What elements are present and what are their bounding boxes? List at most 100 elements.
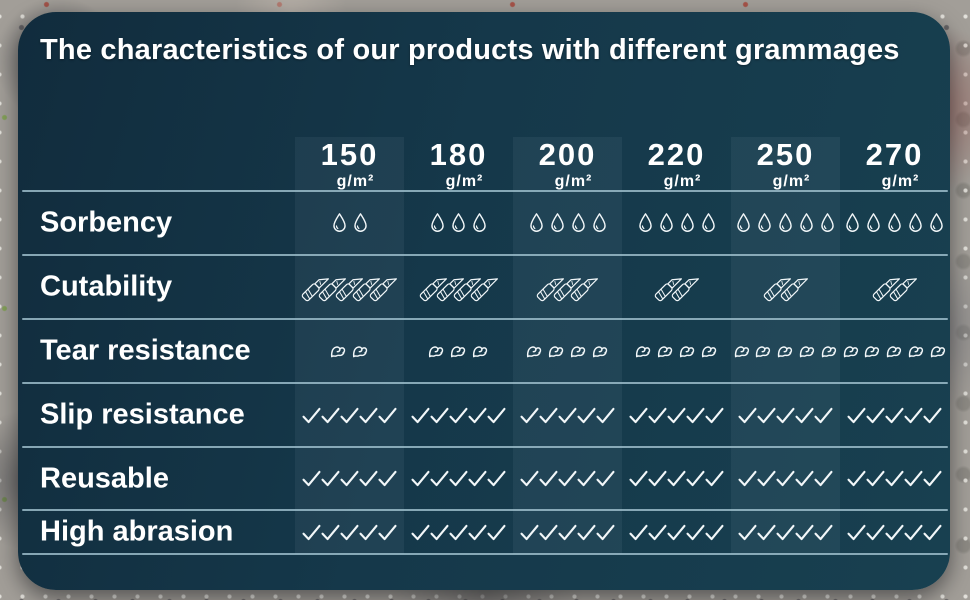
rating-cell [404, 255, 513, 319]
flexed-arm-icon [775, 342, 796, 361]
column-header-200: 200 g/m² [513, 137, 622, 191]
water-drop-icon [449, 211, 468, 235]
rating-cell [404, 510, 513, 554]
checkmark-icon [538, 523, 559, 542]
rating-cell [622, 510, 731, 554]
rating-cells [295, 383, 949, 447]
checkmark-icon [704, 523, 725, 542]
characteristic-row: Slip resistance [22, 383, 948, 447]
checkmark-icon [576, 523, 597, 542]
checkmark-icon [576, 406, 597, 425]
characteristic-row: High abrasion [22, 510, 948, 554]
checkmark-icon [704, 469, 725, 488]
grammage-value: 250 [756, 137, 815, 172]
rating-cell [731, 447, 840, 510]
flexed-arm-icon [884, 342, 905, 361]
checkmark-icon [647, 523, 668, 542]
flexed-arm-icon [350, 342, 371, 361]
checkmark-icon [865, 523, 886, 542]
checkmark-icon [775, 469, 796, 488]
page-title: The characteristics of our products with… [40, 34, 900, 66]
checkmark-icon [813, 523, 834, 542]
water-drop-icon [657, 211, 676, 235]
checkmark-icon [595, 406, 616, 425]
checkmark-icon [884, 523, 905, 542]
checkmark-icon [538, 406, 559, 425]
flexed-arm-icon [546, 342, 567, 361]
rating-cell [295, 447, 404, 510]
checkmark-icon [756, 406, 777, 425]
grammage-unit: g/m² [663, 172, 702, 190]
flexed-arm-icon [819, 342, 840, 361]
rating-cell [731, 319, 840, 383]
water-drop-icon [818, 211, 837, 235]
row-label: Slip resistance [40, 398, 245, 431]
grammage-unit: g/m² [772, 172, 811, 190]
flexed-arm-icon [732, 342, 753, 361]
checkmark-icon [320, 469, 341, 488]
grammage-value: 200 [538, 137, 597, 172]
grammage-unit: g/m² [881, 172, 920, 190]
grammage-value: 180 [429, 137, 488, 172]
rating-cell [513, 191, 622, 255]
grammage-unit: g/m² [445, 172, 484, 190]
characteristic-row: Cutability [22, 255, 948, 319]
water-drop-icon [569, 211, 588, 235]
water-drop-icon [527, 211, 546, 235]
rating-cell [513, 447, 622, 510]
rating-cell [622, 319, 731, 383]
checkmark-icon [339, 406, 360, 425]
rating-cell [622, 255, 731, 319]
checkmark-icon [410, 406, 431, 425]
rating-cell [513, 510, 622, 554]
checkmark-icon [666, 406, 687, 425]
checkmark-icon [519, 523, 540, 542]
checkmark-icon [320, 406, 341, 425]
flexed-arm-icon [928, 342, 949, 361]
checkmark-icon [922, 523, 943, 542]
water-drop-icon [885, 211, 904, 235]
checkmark-icon [737, 469, 758, 488]
flexed-arm-icon [470, 342, 491, 361]
checkmark-icon [519, 406, 540, 425]
checkmark-icon [846, 523, 867, 542]
water-drop-icon [699, 211, 718, 235]
checkmark-icon [756, 469, 777, 488]
info-panel [18, 12, 950, 590]
checkmark-icon [775, 406, 796, 425]
column-header-270: 270 g/m² [840, 137, 949, 191]
water-drop-icon [734, 211, 753, 235]
checkmark-icon [429, 406, 450, 425]
flexed-arm-icon [633, 342, 654, 361]
checkmark-icon [576, 469, 597, 488]
checkmark-icon [467, 523, 488, 542]
checkmark-icon [448, 406, 469, 425]
flexed-arm-icon [862, 342, 883, 361]
row-label: Cutability [40, 270, 173, 303]
rating-cell [840, 510, 949, 554]
checkmark-icon [320, 523, 341, 542]
grammage-unit: g/m² [336, 172, 375, 190]
rating-cell [731, 510, 840, 554]
grammage-value: 270 [865, 137, 924, 172]
checkmark-icon [486, 406, 507, 425]
column-header-220: 220 g/m² [622, 137, 731, 191]
flexed-arm-icon [426, 342, 447, 361]
checkmark-icon [666, 523, 687, 542]
water-drop-icon [906, 211, 925, 235]
water-drop-icon [776, 211, 795, 235]
flexed-arm-icon [906, 342, 927, 361]
checkmark-icon [410, 469, 431, 488]
column-header-180: 180 g/m² [404, 137, 513, 191]
row-divider [22, 254, 948, 256]
checkmark-icon [685, 469, 706, 488]
checkmark-icon [846, 406, 867, 425]
flexed-arm-icon [753, 342, 774, 361]
water-drop-icon [590, 211, 609, 235]
checkmark-icon [813, 469, 834, 488]
rating-cell [295, 255, 404, 319]
flexed-arm-icon [590, 342, 611, 361]
checkmark-icon [846, 469, 867, 488]
grammage-value: 220 [647, 137, 706, 172]
rating-cell [404, 383, 513, 447]
